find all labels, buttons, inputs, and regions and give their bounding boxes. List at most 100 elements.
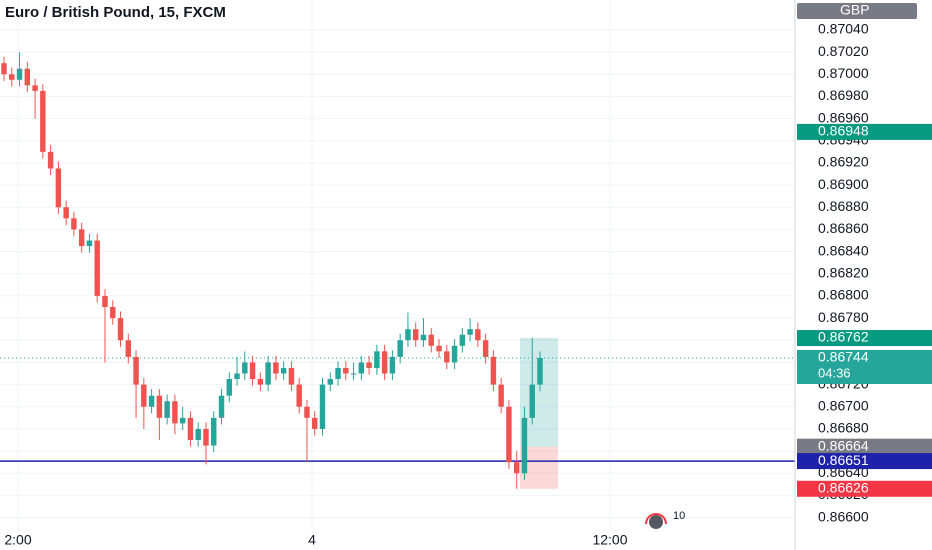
candle-body [234, 373, 240, 380]
candle-body [265, 362, 271, 385]
candle-body [482, 340, 489, 357]
y-tick-label: 0.86920 [818, 154, 869, 170]
candle-body [273, 362, 279, 374]
candle-body [148, 395, 155, 407]
currency-label: GBP [840, 2, 870, 18]
candle-body [296, 384, 302, 407]
price-badge [797, 123, 932, 140]
x-tick-label: 4 [308, 532, 316, 548]
candle-body [78, 229, 85, 247]
y-tick-label: 0.87000 [818, 65, 869, 81]
candle-body [319, 384, 326, 429]
candle-body [102, 295, 108, 308]
x-tick-label: 12:00 [592, 532, 627, 548]
candle-body [366, 362, 372, 368]
candle-body [381, 351, 388, 374]
candle-body [24, 68, 31, 86]
candle-body [420, 334, 427, 341]
candle-body [141, 384, 147, 407]
price-badge-label: 0.86651 [818, 452, 869, 468]
candle-body [133, 356, 139, 385]
candle-body [40, 90, 46, 152]
candle-body [412, 329, 419, 341]
candle-body [203, 428, 209, 446]
indicator-arc [645, 513, 667, 525]
candle-body [280, 367, 287, 374]
candle-body [71, 218, 77, 230]
y-tick-label: 0.86960 [818, 109, 869, 125]
y-tick-label: 0.86860 [818, 220, 869, 236]
y-tick-label: 0.86820 [818, 264, 869, 280]
candle-body [467, 329, 473, 335]
indicator-icon[interactable]: 10 [645, 510, 685, 529]
price-badge-label: 0.86744 [818, 349, 869, 365]
candle-body [195, 428, 201, 441]
currency-badge [797, 3, 917, 19]
y-tick-label: 0.86980 [818, 87, 869, 103]
candle-body [156, 395, 163, 418]
candle-body [444, 351, 450, 363]
candle-body [335, 367, 341, 380]
candle-body [86, 240, 93, 247]
candle-body [459, 334, 466, 346]
candle-body [288, 367, 295, 385]
candle-body [16, 68, 23, 80]
y-tick-label: 0.87020 [818, 43, 869, 59]
indicator-dot [649, 515, 663, 529]
candle-body [63, 207, 69, 219]
candle-body [125, 340, 132, 357]
candle-body [374, 351, 380, 368]
candle-body [343, 367, 349, 374]
candle-body [94, 240, 100, 296]
candle-body [350, 373, 357, 375]
candle-body [164, 401, 170, 418]
candle-body [257, 379, 264, 385]
candle-body [537, 357, 543, 385]
candle-body [428, 334, 434, 346]
candle-body [117, 318, 124, 341]
candle-body [1, 63, 7, 75]
candle-body [327, 379, 333, 385]
price-badge-label: 0.86948 [818, 123, 869, 139]
indicator-count: 10 [673, 510, 685, 522]
candle-body [179, 417, 186, 424]
candle-body [475, 329, 481, 341]
candle-body [226, 379, 232, 396]
candle-body [436, 345, 442, 352]
price-badge [797, 349, 932, 384]
chart-title: Euro / British Pound, 15, FXCM [5, 4, 226, 21]
candle-body [451, 345, 458, 363]
price-countdown: 04:36 [818, 365, 851, 380]
candle-body [249, 362, 256, 380]
y-tick-label: 0.86840 [818, 242, 869, 258]
y-tick-label: 0.86900 [818, 176, 869, 192]
candle-body [211, 417, 217, 446]
x-tick-label: 2:00 [4, 532, 31, 548]
candle-body [389, 356, 396, 374]
price-badge-label: 0.86664 [818, 437, 869, 453]
price-badge-label: 0.86626 [818, 479, 869, 495]
y-tick-label: 0.86880 [818, 198, 869, 214]
candle-body [506, 406, 512, 463]
price-badge [797, 480, 932, 497]
candle-body [498, 384, 504, 407]
y-tick-label: 0.86800 [818, 287, 869, 303]
price-badge [797, 330, 932, 347]
candle-body [358, 362, 365, 374]
candle-body [187, 417, 194, 441]
candle-body [32, 85, 38, 91]
y-tick-label: 0.86700 [818, 397, 869, 413]
candle-body [110, 307, 116, 319]
candle-body [172, 401, 178, 424]
candle-body [529, 384, 535, 418]
candle-body [218, 395, 225, 418]
candle-body [47, 151, 54, 169]
candle-body [513, 462, 520, 474]
candle-body [490, 356, 497, 385]
candle-body [304, 406, 310, 418]
price-badge-label: 0.86762 [818, 329, 869, 345]
candle-body [312, 417, 318, 429]
y-tick-label: 0.86780 [818, 309, 869, 325]
price-badge [797, 453, 932, 470]
